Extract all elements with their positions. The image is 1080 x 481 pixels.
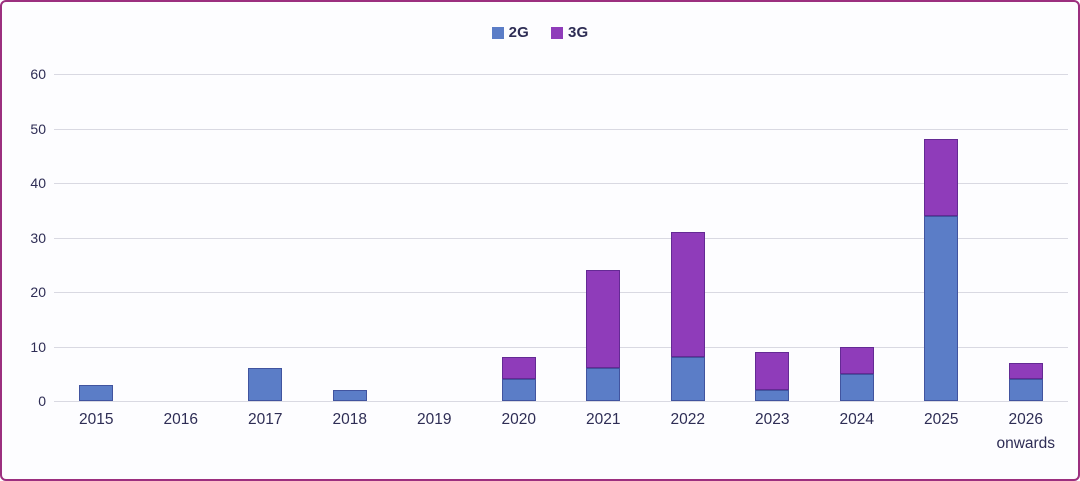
bar-segment-2g-2021 [586, 368, 621, 401]
x-tick-label-2026: 2026 onwards [996, 411, 1056, 453]
bar-segment-2g-2022 [670, 357, 705, 401]
legend-label-3g: 3G [568, 24, 589, 41]
gridline-40 [54, 183, 1068, 184]
x-tick-label-2018: 2018 [332, 411, 367, 428]
bar-segment-3g-2020 [501, 357, 536, 380]
legend-item-2g: 2G [491, 24, 529, 41]
bar-segment-3g-2026 [1008, 362, 1043, 380]
x-tick-label-2022: 2022 [670, 411, 705, 428]
y-tick-label-40: 40 [30, 175, 46, 191]
x-axis-labels: 2015 2016 2017 2018 2019 2020 2021 2022 2023 2024… [54, 408, 1068, 456]
bar-column-2026 [984, 74, 1069, 401]
legend-swatch-3g-icon [551, 26, 563, 39]
bar-column-2020 [477, 74, 562, 401]
bar-segment-2g-2017 [248, 368, 283, 401]
plot-area: 0 10 20 30 40 50 60 [30, 66, 1069, 409]
y-tick-label-10: 10 [30, 338, 46, 355]
bar-stack [670, 232, 705, 401]
y-tick-label-50: 50 [30, 120, 46, 137]
bar-stack [501, 357, 536, 401]
bar-stack [924, 139, 959, 401]
gridline-30 [54, 237, 1068, 239]
bar-segment-2g-2026 [1008, 379, 1043, 401]
gridline-10 [54, 346, 1068, 348]
legend-swatch-2g-icon [491, 26, 504, 39]
x-tick-label-2019: 2019 [417, 411, 452, 428]
y-tick-label-0: 0 [38, 393, 46, 409]
bar-segment-3g-2023 [755, 351, 790, 391]
y-tick-label-30: 30 [30, 229, 46, 246]
bar-column-2021 [561, 74, 646, 401]
bar-column-2015 [54, 74, 139, 401]
x-tick-label-2020: 2020 [501, 411, 536, 428]
x-tick-label-2024: 2024 [839, 411, 874, 428]
bar-column-2023 [730, 74, 815, 401]
x-tick-label-2023: 2023 [755, 411, 790, 428]
bar-column-2018 [308, 74, 393, 401]
x-tick-label-2015: 2015 [79, 411, 114, 428]
gridline-50 [54, 128, 1068, 130]
bar-stack [586, 270, 621, 401]
bar-column-2022 [646, 74, 731, 401]
bar-stack [332, 390, 367, 401]
bar-column-2019 [392, 74, 477, 401]
chart-legend: 2G 3G [2, 24, 1078, 41]
x-tick-label-2017: 2017 [248, 411, 283, 428]
bar-segment-3g-2025 [924, 139, 959, 216]
bar-stack [79, 384, 114, 401]
bar-segment-3g-2021 [586, 270, 621, 369]
bar-segment-2g-2018 [332, 390, 367, 401]
bar-segment-3g-2022 [670, 232, 705, 358]
legend-label-2g: 2G [508, 24, 529, 41]
x-tick-label-2021: 2021 [586, 411, 621, 428]
gridline-0 [54, 401, 1068, 402]
bar-segment-2g-2015 [79, 384, 114, 401]
bar-stack [248, 368, 283, 401]
bar-segment-2g-2025 [924, 215, 959, 401]
bar-stack [1008, 362, 1043, 401]
gridline-60 [54, 74, 1068, 75]
bar-stack [839, 346, 874, 401]
bar-segment-3g-2024 [839, 346, 874, 374]
bar-column-2017 [223, 74, 308, 401]
x-tick-label-2025: 2025 [924, 411, 959, 428]
bar-column-2024 [815, 74, 900, 401]
y-tick-label-60: 60 [30, 66, 46, 82]
bar-column-2016 [139, 74, 224, 401]
bar-column-2025 [899, 74, 984, 401]
gridline-20 [54, 292, 1068, 293]
bar-stack [755, 351, 790, 401]
bar-segment-2g-2020 [501, 379, 536, 401]
bar-segment-2g-2024 [839, 373, 874, 401]
x-tick-label-2016: 2016 [163, 411, 198, 428]
y-tick-label-20: 20 [30, 284, 46, 300]
legend-item-3g: 3G [551, 24, 588, 41]
bar-segment-2g-2023 [755, 390, 790, 401]
